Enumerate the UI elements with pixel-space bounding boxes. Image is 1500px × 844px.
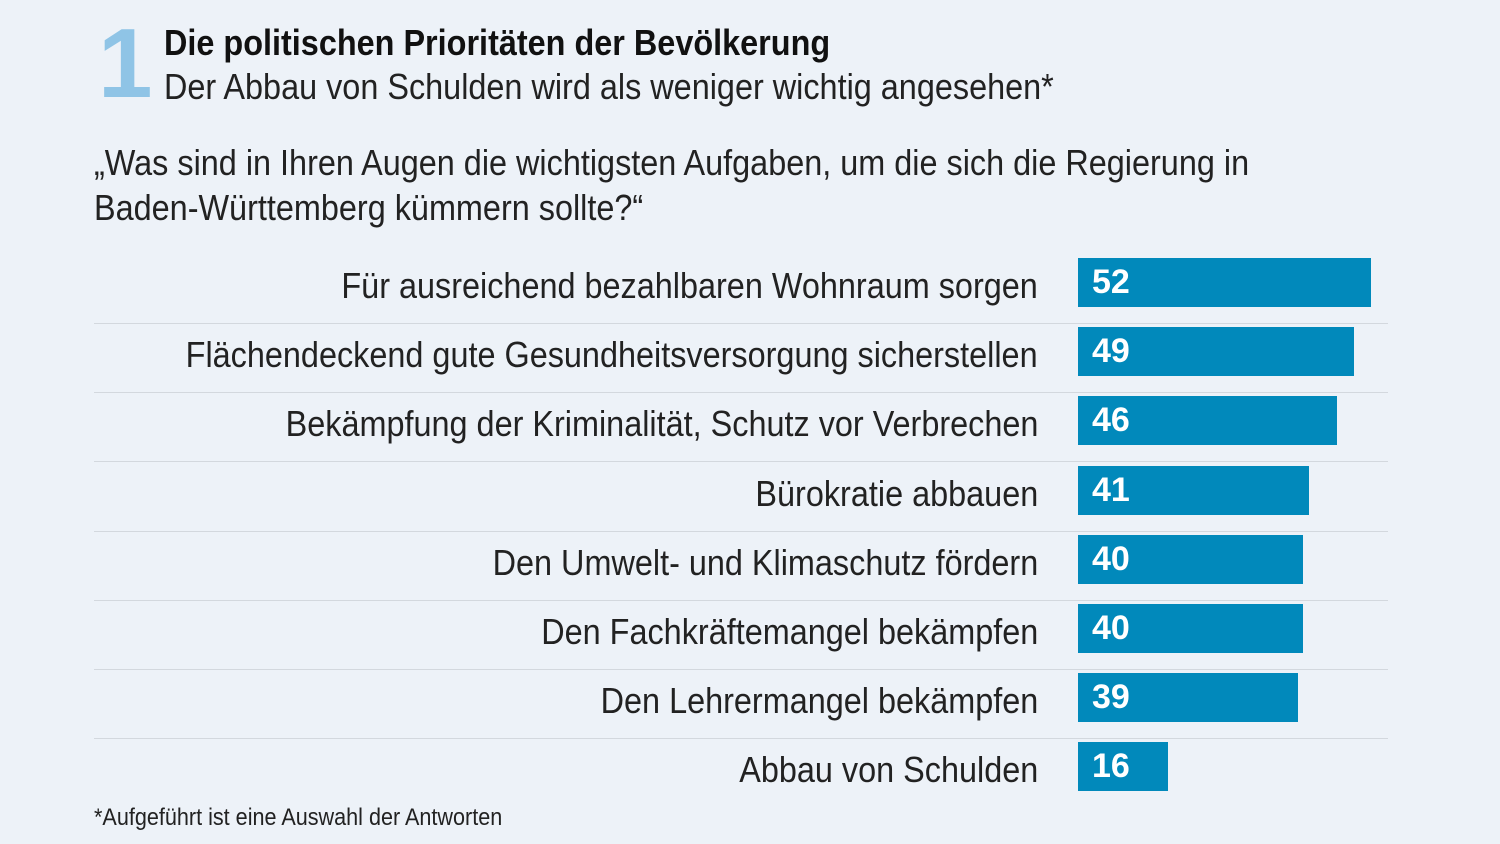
bar: 49 <box>1078 327 1355 377</box>
bar-value-label: 39 <box>1092 678 1130 717</box>
bar: 40 <box>1078 534 1304 584</box>
bar: 52 <box>1078 258 1371 307</box>
row-divider <box>94 392 1388 394</box>
category-label: Bürokratie abbauen <box>755 472 1038 514</box>
bar: 40 <box>1078 604 1304 653</box>
bar-row: Flächendeckend gute Gesundheitsversorgun… <box>94 324 1388 394</box>
bar-row: Abbau von Schulden 16 <box>94 739 1388 808</box>
chart-title: Die politischen Prioritäten der Bevölker… <box>164 22 831 63</box>
row-divider <box>94 461 1388 463</box>
bar-value-label: 40 <box>1092 539 1130 578</box>
bar-value-label: 49 <box>1092 332 1130 371</box>
category-label: Flächendeckend gute Gesundheitsversorgun… <box>186 334 1038 376</box>
figure-number: 1 <box>98 8 152 118</box>
bar-row: Bekämpfung der Kriminalität, Schutz vor … <box>94 393 1388 463</box>
bar-value-label: 16 <box>1092 747 1130 786</box>
bar-row: Den Fachkräftemangel bekämpfen 40 <box>94 601 1388 670</box>
bar-value-label: 46 <box>1092 401 1130 440</box>
footnote: *Aufgeführt ist eine Auswahl der Antwort… <box>94 804 503 831</box>
survey-question: „Was sind in Ihren Augen die wichtigsten… <box>94 142 1250 228</box>
bar-value-label: 41 <box>1092 470 1130 509</box>
bar: 41 <box>1078 465 1310 515</box>
bar: 46 <box>1078 396 1338 446</box>
category-label: Bekämpfung der Kriminalität, Schutz vor … <box>285 403 1038 445</box>
bar-row: Bürokratie abbauen 41 <box>94 463 1388 532</box>
bar-row: Für ausreichend bezahlbaren Wohnraum sor… <box>94 255 1388 324</box>
bar-row: Den Umwelt- und Klimaschutz fördern 40 <box>94 532 1388 601</box>
bar-value-label: 40 <box>1092 609 1130 647</box>
bar-row: Den Lehrermangel bekämpfen 39 <box>94 670 1388 740</box>
row-divider <box>94 530 1388 532</box>
category-label: Den Umwelt- und Klimaschutz fördern <box>492 541 1038 583</box>
bar: 39 <box>1078 673 1298 723</box>
category-label: Abbau von Schulden <box>738 749 1038 791</box>
category-label: Den Fachkräftemangel bekämpfen <box>540 611 1038 652</box>
row-divider <box>94 738 1388 740</box>
bar-value-label: 52 <box>1092 263 1130 301</box>
category-label: Den Lehrermangel bekämpfen <box>600 680 1038 722</box>
chart-subtitle: Der Abbau von Schulden wird als weniger … <box>164 66 1054 107</box>
row-divider <box>94 669 1388 670</box>
category-label: Für ausreichend bezahlbaren Wohnraum sor… <box>341 265 1038 306</box>
row-divider <box>94 323 1388 324</box>
row-divider <box>94 599 1388 601</box>
bar: 16 <box>1078 742 1169 792</box>
